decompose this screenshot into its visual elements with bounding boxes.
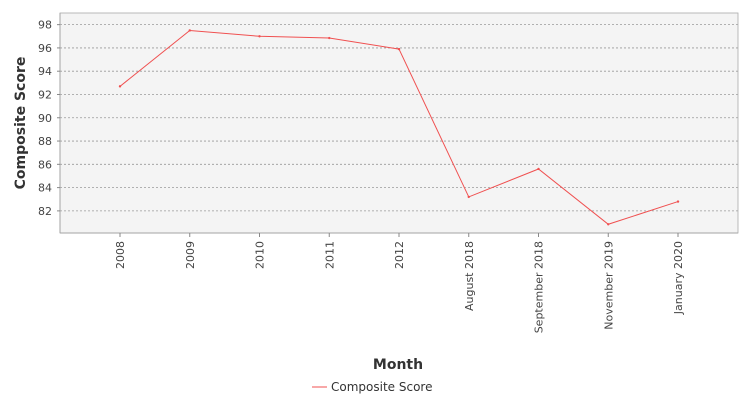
data-point bbox=[118, 85, 122, 88]
data-point bbox=[607, 223, 610, 226]
y-tick-label: 90 bbox=[38, 112, 52, 125]
y-tick-label: 98 bbox=[38, 19, 52, 32]
x-tick-label: January 2020 bbox=[672, 241, 685, 315]
plot-area bbox=[60, 13, 738, 233]
legend: Composite Score bbox=[312, 380, 432, 394]
y-tick-label: 94 bbox=[38, 65, 52, 78]
data-point bbox=[676, 200, 680, 203]
legend-label: Composite Score bbox=[331, 380, 432, 394]
x-tick-label: 2010 bbox=[254, 241, 267, 269]
data-point bbox=[328, 36, 331, 40]
y-tick-label: 92 bbox=[38, 88, 52, 101]
grid-lines bbox=[60, 24, 738, 212]
x-tick-label: November 2019 bbox=[602, 241, 615, 330]
y-tick-label: 96 bbox=[38, 42, 52, 55]
x-tick-label: August 2018 bbox=[463, 241, 476, 311]
y-axis: 82 84 86 88 90 92 94 96 98 bbox=[38, 19, 60, 218]
x-tick-label: 2012 bbox=[393, 241, 406, 269]
x-axis-title: Month bbox=[373, 357, 423, 373]
y-tick-label: 86 bbox=[38, 158, 52, 171]
data-point bbox=[258, 35, 261, 38]
x-axis: 2008 2009 2010 2011 2012 August 2018 September… bbox=[114, 233, 685, 333]
y-tick-label: 82 bbox=[38, 205, 52, 218]
data-point bbox=[537, 167, 540, 171]
data-point bbox=[397, 47, 401, 51]
x-tick-label: 2011 bbox=[323, 241, 336, 269]
series-group bbox=[118, 29, 680, 226]
x-tick-label: 2008 bbox=[114, 241, 127, 269]
data-point bbox=[188, 29, 191, 32]
x-tick-label: 2009 bbox=[184, 241, 197, 269]
y-tick-label: 84 bbox=[38, 182, 52, 195]
x-tick-label: September 2018 bbox=[533, 241, 546, 333]
y-axis-title: Composite Score bbox=[13, 57, 29, 190]
data-point bbox=[467, 195, 470, 199]
y-tick-label: 88 bbox=[38, 135, 52, 148]
